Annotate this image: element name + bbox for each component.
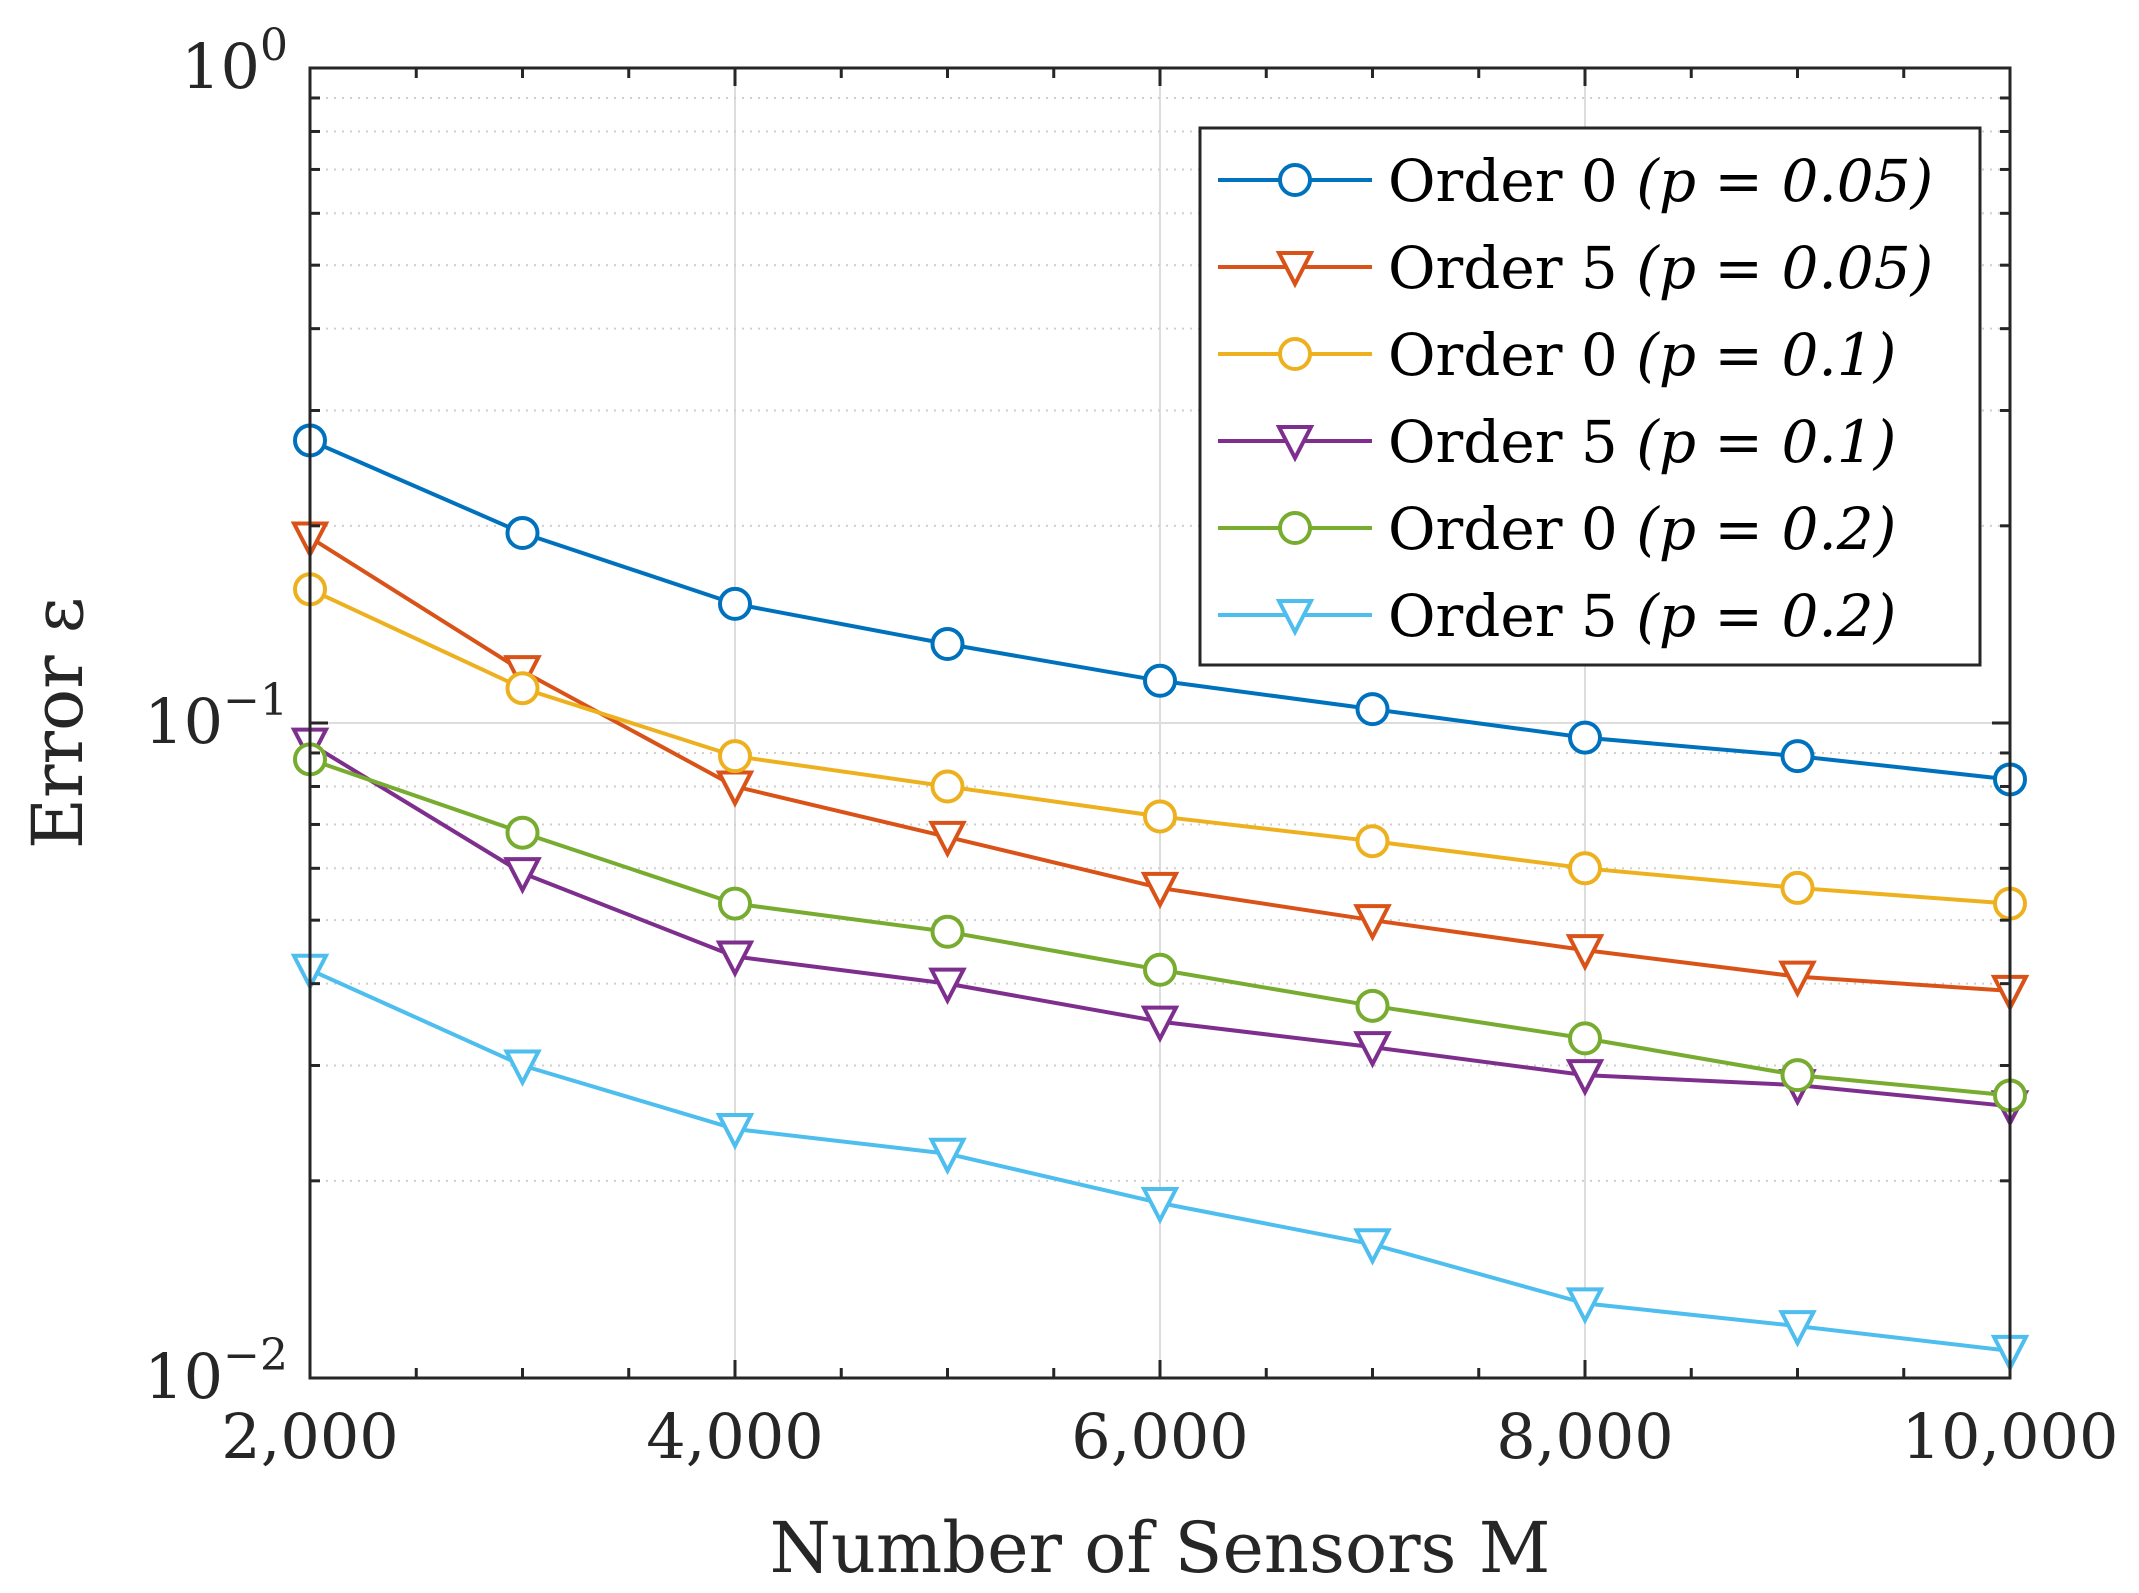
legend-label: Order 5 (p = 0.2) [1388,582,1896,650]
data-point [930,914,965,949]
legend-marker [1275,425,1315,463]
data-point [1565,1287,1605,1325]
y-axis-title: Error ε [17,597,99,849]
x-tick-label: 8,000 [1496,1400,1674,1473]
legend-label: Order 0 (p = 0.05) [1388,147,1933,215]
data-point [1780,739,1815,774]
data-point [1355,692,1390,727]
data-point [718,739,752,774]
data-point [1568,1021,1602,1056]
data-point [505,671,540,706]
data-point [1355,988,1390,1023]
data-point [1140,1187,1180,1225]
data-point [503,857,542,895]
data-point [718,886,752,921]
axes: 2,000 4,000 6,000 8,000 10,000 10−2 10−1 100 Num… [17,20,2118,1589]
data-point [1140,1005,1180,1043]
data-point [1568,720,1602,755]
data-point [1780,1058,1815,1093]
data-point [503,1049,542,1087]
data-point [1778,960,1817,998]
x-tick-label: 2,000 [221,1400,399,1473]
x-tick-label: 10,000 [1902,1400,2119,1473]
legend-marker [1278,511,1312,545]
legend-label: Order 0 (p = 0.1) [1388,321,1896,389]
legend-marker [1275,599,1315,637]
x-tick-label: 4,000 [646,1400,824,1473]
legend-marker [1278,163,1312,197]
data-point [928,1137,967,1176]
legend-marker [1278,337,1312,371]
data-point [928,967,967,1006]
data-point [1568,851,1602,886]
data-point [1353,1228,1392,1266]
data-point [1780,870,1815,905]
data-point [505,815,540,850]
data-point [1353,904,1392,942]
legend-label: Order 5 (p = 0.05) [1388,234,1933,302]
y-tick-label: 10−2 [144,1330,288,1413]
data-point [930,769,965,804]
data-point [718,586,752,621]
data-point [930,627,965,662]
x-axis-title: Number of Sensors M [770,1507,1551,1589]
data-point [1143,799,1177,834]
data-point [1565,934,1605,972]
data-point [1143,952,1177,987]
data-point [1565,1059,1605,1097]
legend-marker [1275,251,1315,289]
y-tick-label: 10−1 [144,675,288,758]
data-point [715,940,755,978]
legend: Order 0 (p = 0.05) Order 5 (p = 0.05) Orde… [1198,126,1982,667]
data-point [1353,1031,1392,1069]
y-tick-label: 100 [181,20,288,103]
legend-box [1198,126,1982,667]
data-point [1140,871,1180,910]
legend-label: Order 0 (p = 0.2) [1388,495,1896,563]
data-point [1355,824,1390,859]
data-point [928,820,967,859]
data-point [1778,1310,1817,1348]
data-point [505,516,540,551]
data-point [1143,663,1177,698]
x-tick-label: 6,000 [1071,1400,1249,1473]
legend-label: Order 5 (p = 0.1) [1388,408,1896,476]
data-point [715,1112,755,1151]
